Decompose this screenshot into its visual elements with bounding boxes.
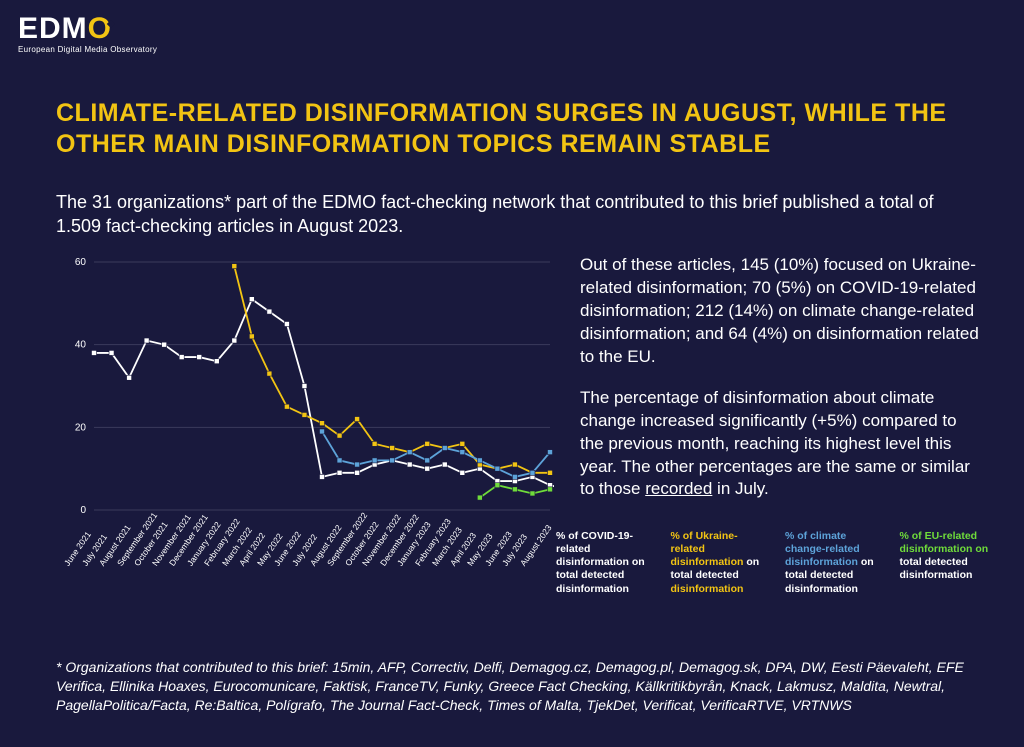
body-p2b: in July.: [712, 479, 768, 498]
legend-climate: % of climate change-related disinformati…: [785, 530, 886, 596]
body-p1: Out of these articles, 145 (10%) focused…: [580, 254, 984, 369]
logo-text: EDM: [18, 12, 88, 45]
body-p2a: The percentage of disinformation about c…: [580, 388, 970, 499]
legend-covid-head: % of COVID-19-related: [556, 530, 633, 555]
chart-svg: 0 20 40 60: [56, 256, 554, 516]
legend-covid: % of COVID-19-related disinformation on …: [556, 530, 657, 596]
legend-eu-tail: total detected disinformation: [900, 556, 973, 581]
logo-wordmark: EDMO: [18, 14, 157, 44]
logo-accent: O: [88, 12, 112, 45]
legend-ukraine-topic: disinformation: [671, 556, 744, 568]
legend-eu-topic: disinformation on: [900, 543, 989, 555]
logo: EDMO European Digital Media Observatory: [18, 14, 157, 54]
line-chart: 0 20 40 60 June 2021July 2021August 2021Sep…: [56, 256, 554, 566]
legend-ukraine-head: % of Ukraine-related: [671, 530, 738, 555]
logo-subtitle: European Digital Media Observatory: [18, 45, 157, 54]
svg-text:20: 20: [75, 422, 87, 433]
legend-climate-head: % of climate change-related: [785, 530, 860, 555]
chart-x-labels: June 2021July 2021August 2021September 2…: [94, 512, 554, 566]
intro-paragraph: The 31 organizations* part of the EDMO f…: [56, 190, 968, 239]
chart-legend: % of COVID-19-related disinformation on …: [556, 530, 1000, 596]
legend-covid-topic: disinformation: [556, 556, 629, 568]
body-p2: The percentage of disinformation about c…: [580, 387, 984, 502]
svg-text:60: 60: [75, 257, 87, 268]
footnote: * Organizations that contributed to this…: [56, 658, 984, 715]
legend-eu-head: % of EU-related: [900, 530, 978, 542]
legend-ukraine-tail2: disinformation: [671, 583, 744, 595]
page-title: CLIMATE-RELATED DISINFORMATION SURGES IN…: [56, 98, 968, 161]
legend-ukraine: % of Ukraine-related disinformation on t…: [671, 530, 772, 596]
legend-eu: % of EU-related disinformation on total …: [900, 530, 1001, 596]
recorded-link[interactable]: recorded: [645, 479, 712, 498]
svg-text:40: 40: [75, 340, 87, 351]
svg-text:0: 0: [80, 505, 86, 516]
legend-climate-topic: disinformation: [785, 556, 858, 568]
body-text: Out of these articles, 145 (10%) focused…: [580, 254, 984, 501]
